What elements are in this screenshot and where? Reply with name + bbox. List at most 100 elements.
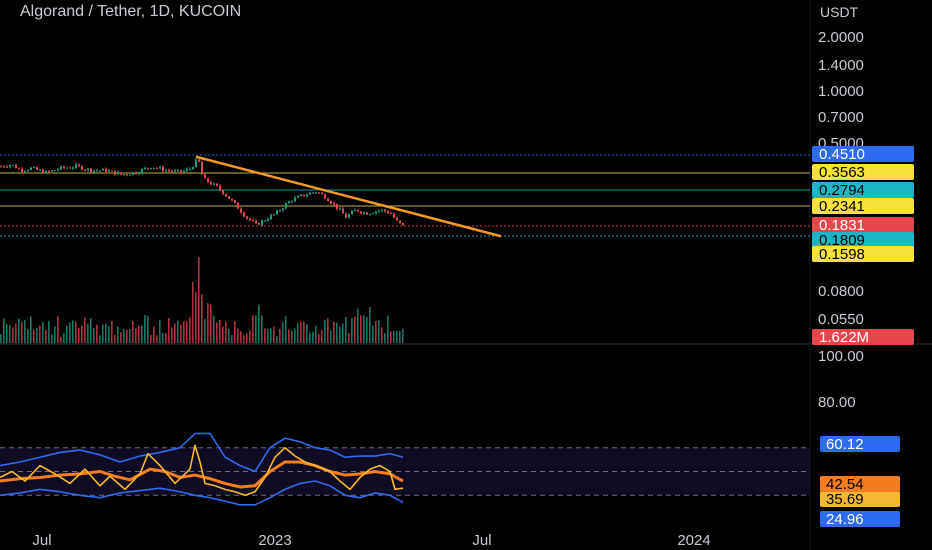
candle-body xyxy=(183,170,185,173)
candle-body xyxy=(366,212,368,215)
candle-body xyxy=(45,170,47,174)
candle-body xyxy=(258,223,260,225)
candle-body xyxy=(3,166,5,168)
volume-bar xyxy=(384,333,386,343)
volume-bar xyxy=(285,316,287,343)
oscillator-badge-value: 60.12 xyxy=(826,436,864,453)
volume-bar xyxy=(27,329,29,343)
candle-body xyxy=(75,164,77,168)
volume-bar xyxy=(294,328,296,343)
level-badge-value: 0.4510 xyxy=(819,146,865,163)
time-axis[interactable]: Jul 2023 Jul 2024 xyxy=(32,532,710,549)
candle-body xyxy=(96,170,98,172)
candle-body xyxy=(324,194,326,199)
candle-body xyxy=(72,167,74,169)
candle-body xyxy=(42,169,44,174)
volume-bar xyxy=(90,317,92,343)
oscillator-series-line xyxy=(0,460,404,489)
volume-bar xyxy=(288,329,290,343)
candle-body xyxy=(315,192,317,194)
volume-bar xyxy=(306,324,308,343)
candle-body xyxy=(48,170,50,172)
volume-tick-label: 0.0800 xyxy=(818,283,864,300)
volume-bar xyxy=(156,335,158,343)
volume-bar xyxy=(183,321,185,343)
candle-body xyxy=(285,203,287,209)
volume-bar xyxy=(396,330,398,343)
level-badge-value: 0.1831 xyxy=(819,217,865,234)
volume-bar xyxy=(60,336,62,343)
candle-body xyxy=(369,213,371,215)
volume-bar xyxy=(102,324,104,343)
volume-bar xyxy=(297,323,299,343)
volume-bar xyxy=(330,330,332,343)
level-badge xyxy=(812,198,914,214)
volume-bar xyxy=(159,320,161,343)
candle-body xyxy=(294,197,296,202)
candle-body xyxy=(219,185,221,191)
price-tick-label: 0.7000 xyxy=(818,109,864,126)
volume-bar xyxy=(138,326,140,343)
volume-bar xyxy=(219,319,221,343)
volume-bar xyxy=(201,294,203,343)
candle-body xyxy=(207,178,209,183)
volume-bar xyxy=(96,324,98,343)
volume-bar xyxy=(99,335,101,343)
trendline[interactable] xyxy=(195,155,502,238)
candle-body xyxy=(243,212,245,217)
candle-body xyxy=(312,192,314,194)
volume-bar xyxy=(366,317,368,343)
candle-body xyxy=(402,222,404,226)
volume-bar xyxy=(15,323,17,343)
candle-body xyxy=(69,167,71,169)
volume-bar xyxy=(261,315,263,343)
time-tick-label: Jul xyxy=(472,532,491,549)
volume-bar xyxy=(375,320,377,343)
volume-bar xyxy=(30,316,32,343)
candle-body xyxy=(144,167,146,169)
volume-bar xyxy=(177,320,179,343)
candle-body xyxy=(396,217,398,221)
candle-body xyxy=(114,170,116,175)
volume-bar xyxy=(291,330,293,343)
candle-body xyxy=(306,194,308,197)
candle-body xyxy=(57,169,59,171)
price-candles xyxy=(0,158,404,227)
volume-bar xyxy=(312,331,314,343)
candle-body xyxy=(288,201,290,204)
candle-body xyxy=(141,168,143,174)
candle-body xyxy=(399,220,401,223)
volume-badge xyxy=(812,329,914,345)
candle-body xyxy=(21,168,23,172)
volume-bar xyxy=(309,332,311,343)
candle-body xyxy=(348,214,350,218)
candle-body xyxy=(342,208,344,214)
candle-body xyxy=(237,202,239,209)
volume-bar xyxy=(204,319,206,343)
volume-bar xyxy=(66,326,68,343)
candle-body xyxy=(150,167,152,169)
candle-body xyxy=(222,190,224,195)
oscillator-pane xyxy=(0,432,810,506)
volume-tick-label: 0.0550 xyxy=(818,311,864,328)
volume-bar xyxy=(267,328,269,343)
oscillator-badge-value: 42.54 xyxy=(826,476,864,493)
volume-bar xyxy=(18,318,20,343)
candle-body xyxy=(123,174,125,176)
oscillator-badge xyxy=(820,511,900,527)
volume-bar xyxy=(105,323,107,343)
candle-body xyxy=(36,167,38,170)
volume-bar xyxy=(108,325,110,343)
candle-body xyxy=(186,168,188,171)
volume-bar xyxy=(132,320,134,343)
oscillator-series-line xyxy=(0,432,404,473)
price-axis[interactable]: USDT2.00001.40001.00000.70000.50000.0800… xyxy=(812,4,914,528)
volume-bar xyxy=(381,327,383,343)
volume-bar xyxy=(24,320,26,343)
volume-bar xyxy=(129,328,131,343)
volume-bar xyxy=(237,328,239,343)
candle-body xyxy=(108,170,110,172)
candle-body xyxy=(291,201,293,203)
volume-bar xyxy=(258,304,260,343)
